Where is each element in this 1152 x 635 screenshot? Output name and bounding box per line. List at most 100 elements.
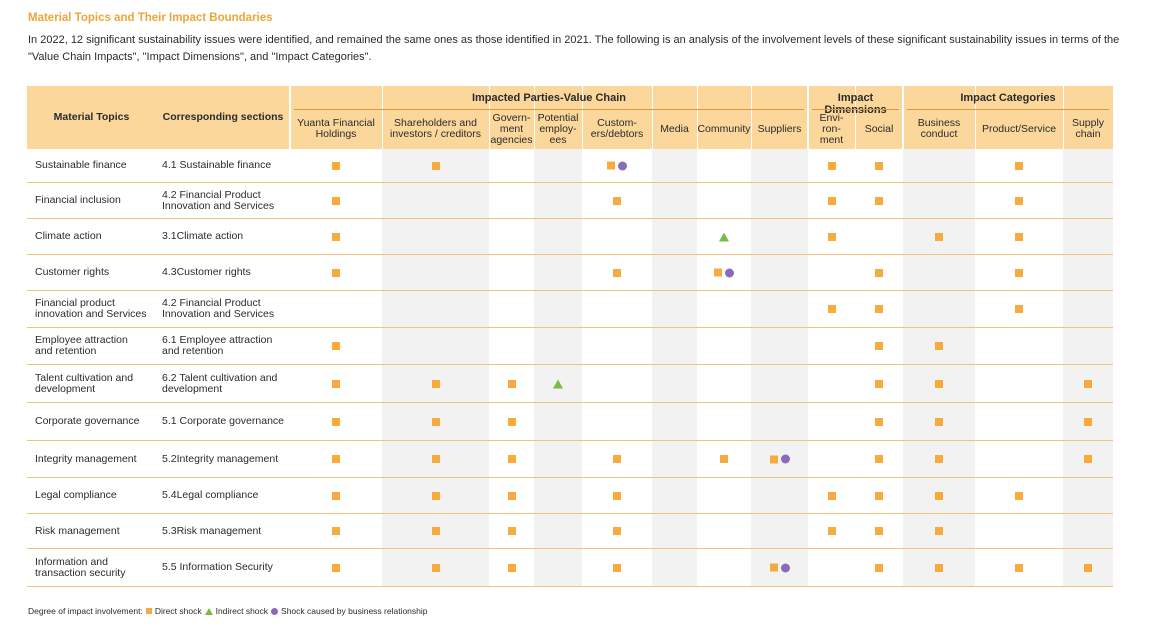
direct-shock-square-icon bbox=[875, 417, 883, 426]
impact-markers bbox=[613, 563, 621, 572]
direct-shock-square-icon bbox=[1015, 161, 1023, 170]
impact-cell bbox=[489, 478, 534, 513]
page-title: Material Topics and Their Impact Boundar… bbox=[28, 12, 273, 24]
row-section: 4.1 Sustainable finance bbox=[162, 159, 272, 171]
impact-cell bbox=[489, 549, 534, 586]
impact-cell bbox=[382, 441, 489, 477]
table-row: Talent cultivation and development 6.2 Ta… bbox=[27, 365, 1113, 403]
header-divider bbox=[534, 86, 535, 149]
header-divider bbox=[582, 86, 583, 149]
direct-shock-square-icon bbox=[1015, 491, 1023, 500]
impact-markers bbox=[1015, 268, 1023, 277]
impact-markers bbox=[935, 491, 943, 500]
indirect-shock-triangle-icon bbox=[553, 379, 563, 388]
impact-cell bbox=[382, 365, 489, 402]
impact-markers bbox=[431, 161, 440, 170]
impact-cell bbox=[1063, 441, 1113, 477]
group-header-0: Impacted Parties-Value Chain bbox=[471, 92, 627, 104]
indirect-shock-triangle-icon bbox=[719, 232, 729, 241]
impact-markers bbox=[613, 268, 621, 277]
table-row: Risk management 5.3Risk management bbox=[27, 514, 1113, 549]
impact-markers bbox=[332, 563, 340, 572]
col-header-3: Potential employ- ees bbox=[537, 111, 579, 146]
col-header-4: Custom- ers/debtors bbox=[590, 117, 644, 140]
impact-cell bbox=[855, 291, 903, 327]
row-section: 6.1 Employee attraction and retention bbox=[162, 334, 273, 357]
header-divider bbox=[975, 86, 976, 149]
business-relationship-circle-icon bbox=[271, 607, 279, 615]
direct-shock-square-icon bbox=[1084, 563, 1092, 572]
direct-shock-square-icon bbox=[613, 563, 621, 572]
shaded-cell bbox=[534, 514, 582, 548]
impact-cell bbox=[290, 403, 382, 440]
impact-cell bbox=[808, 478, 855, 513]
group-underline bbox=[812, 109, 899, 110]
shaded-cell bbox=[652, 183, 697, 218]
direct-shock-square-icon bbox=[431, 417, 440, 426]
impact-cell bbox=[697, 219, 751, 254]
impact-markers bbox=[1084, 379, 1092, 388]
impact-cell bbox=[975, 183, 1063, 218]
table-row: Corporate governance 5.1 Corporate govern… bbox=[27, 403, 1113, 441]
impact-markers bbox=[827, 491, 836, 500]
col-header-0: Yuanta Financial Holdings bbox=[297, 117, 375, 140]
col-header-1: Shareholders and investors / creditors bbox=[389, 117, 482, 140]
direct-shock-square-icon bbox=[613, 268, 621, 277]
impact-cell bbox=[1063, 549, 1113, 586]
direct-shock-square-icon bbox=[332, 161, 340, 170]
impact-markers bbox=[935, 232, 943, 241]
impact-markers bbox=[332, 379, 340, 388]
impact-markers bbox=[875, 305, 883, 313]
header-divider bbox=[382, 86, 383, 149]
impact-cell bbox=[975, 549, 1063, 586]
impact-markers bbox=[719, 232, 729, 241]
row-topic: Corporate governance bbox=[35, 415, 140, 427]
direct-shock-square-icon bbox=[875, 161, 883, 170]
shaded-cell bbox=[382, 291, 489, 327]
impact-cell bbox=[903, 365, 975, 402]
shaded-cell bbox=[1063, 183, 1113, 218]
direct-shock-square-icon bbox=[875, 491, 883, 500]
impact-cell bbox=[697, 441, 751, 477]
shaded-cell bbox=[652, 549, 697, 586]
impact-markers bbox=[553, 379, 563, 388]
impact-markers bbox=[332, 455, 340, 463]
direct-shock-square-icon bbox=[769, 455, 778, 463]
row-section: 4.2 Financial Product Innovation and Ser… bbox=[162, 188, 275, 212]
direct-shock-square-icon bbox=[431, 563, 440, 572]
row-section: 5.3Risk management bbox=[162, 524, 262, 537]
group-divider bbox=[289, 86, 291, 149]
col-header-7: Suppliers bbox=[757, 122, 802, 135]
direct-shock-square-icon bbox=[827, 161, 836, 170]
direct-shock-square-icon bbox=[613, 491, 621, 500]
impact-cell bbox=[582, 549, 652, 586]
impact-markers bbox=[875, 268, 883, 277]
impact-markers bbox=[507, 527, 516, 535]
group-header-1: Impact Dimensions bbox=[824, 92, 887, 116]
impact-markers bbox=[875, 196, 883, 205]
row-topic: Financial product innovation and Service… bbox=[35, 297, 147, 320]
impact-markers bbox=[332, 417, 340, 426]
table-row: Integrity management 5.2Integrity managem… bbox=[27, 441, 1113, 478]
col-header-9: Social bbox=[864, 122, 894, 135]
shaded-cell bbox=[751, 291, 808, 327]
direct-shock-square-icon bbox=[431, 161, 440, 170]
impact-cell bbox=[975, 255, 1063, 290]
shaded-cell bbox=[1063, 219, 1113, 254]
impact-cell bbox=[808, 219, 855, 254]
shaded-cell bbox=[382, 183, 489, 218]
direct-shock-square-icon bbox=[875, 563, 883, 572]
table-header: Material Topics Corresponding sections Imp… bbox=[27, 86, 1113, 149]
impact-markers bbox=[827, 527, 836, 535]
impact-cell bbox=[975, 149, 1063, 182]
impact-cell bbox=[290, 149, 382, 182]
impact-markers bbox=[613, 455, 621, 463]
impact-markers bbox=[332, 527, 340, 535]
shaded-cell bbox=[652, 291, 697, 327]
impact-markers bbox=[332, 491, 340, 500]
shaded-cell bbox=[534, 478, 582, 513]
impact-markers bbox=[1015, 161, 1023, 170]
table-row: Information and transaction security 5.5 … bbox=[27, 549, 1113, 587]
impact-markers bbox=[607, 161, 627, 170]
impact-markers bbox=[935, 417, 943, 426]
